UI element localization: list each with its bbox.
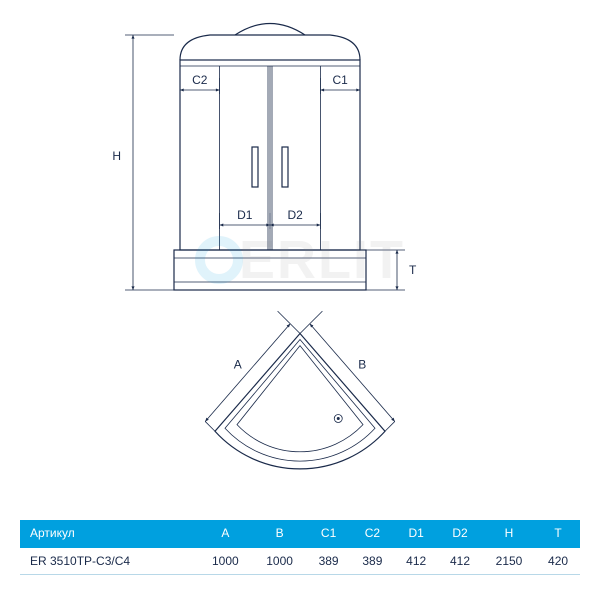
table-cell: 389	[307, 547, 351, 575]
column-header: B	[252, 520, 306, 547]
svg-text:H: H	[112, 149, 121, 163]
column-header: C1	[307, 520, 351, 547]
dimensions-table: АртикулABC1C2D1D2HT ER 3510TP-C3/C410001…	[20, 520, 580, 575]
table-body: ER 3510TP-C3/C41000100038938941241221504…	[20, 547, 580, 575]
svg-text:C1: C1	[333, 73, 349, 87]
table-cell: 420	[536, 547, 580, 575]
column-header: C2	[351, 520, 395, 547]
table-header: АртикулABC1C2D1D2HT	[20, 520, 580, 547]
technical-diagram: HTC2C1D1D2 AB ERLIT	[0, 0, 600, 520]
table-cell: 1000	[198, 547, 252, 575]
table-cell: 412	[438, 547, 482, 575]
table-row: ER 3510TP-C3/C41000100038938941241221504…	[20, 547, 580, 575]
svg-text:D2: D2	[288, 208, 304, 222]
svg-text:B: B	[358, 358, 366, 372]
svg-text:C2: C2	[192, 73, 208, 87]
svg-text:D1: D1	[237, 208, 253, 222]
column-header: D1	[394, 520, 438, 547]
table-cell: 389	[351, 547, 395, 575]
column-header: Артикул	[20, 520, 198, 547]
table-cell: 2150	[482, 547, 536, 575]
table-cell: ER 3510TP-C3/C4	[20, 547, 198, 575]
svg-text:A: A	[234, 358, 242, 372]
diagram-svg: H T C2 C1 D1 D2 A B	[0, 0, 600, 520]
table-cell: 1000	[252, 547, 306, 575]
column-header: T	[536, 520, 580, 547]
column-header: D2	[438, 520, 482, 547]
column-header: H	[482, 520, 536, 547]
column-header: A	[198, 520, 252, 547]
svg-text:T: T	[409, 263, 417, 277]
table-cell: 412	[394, 547, 438, 575]
